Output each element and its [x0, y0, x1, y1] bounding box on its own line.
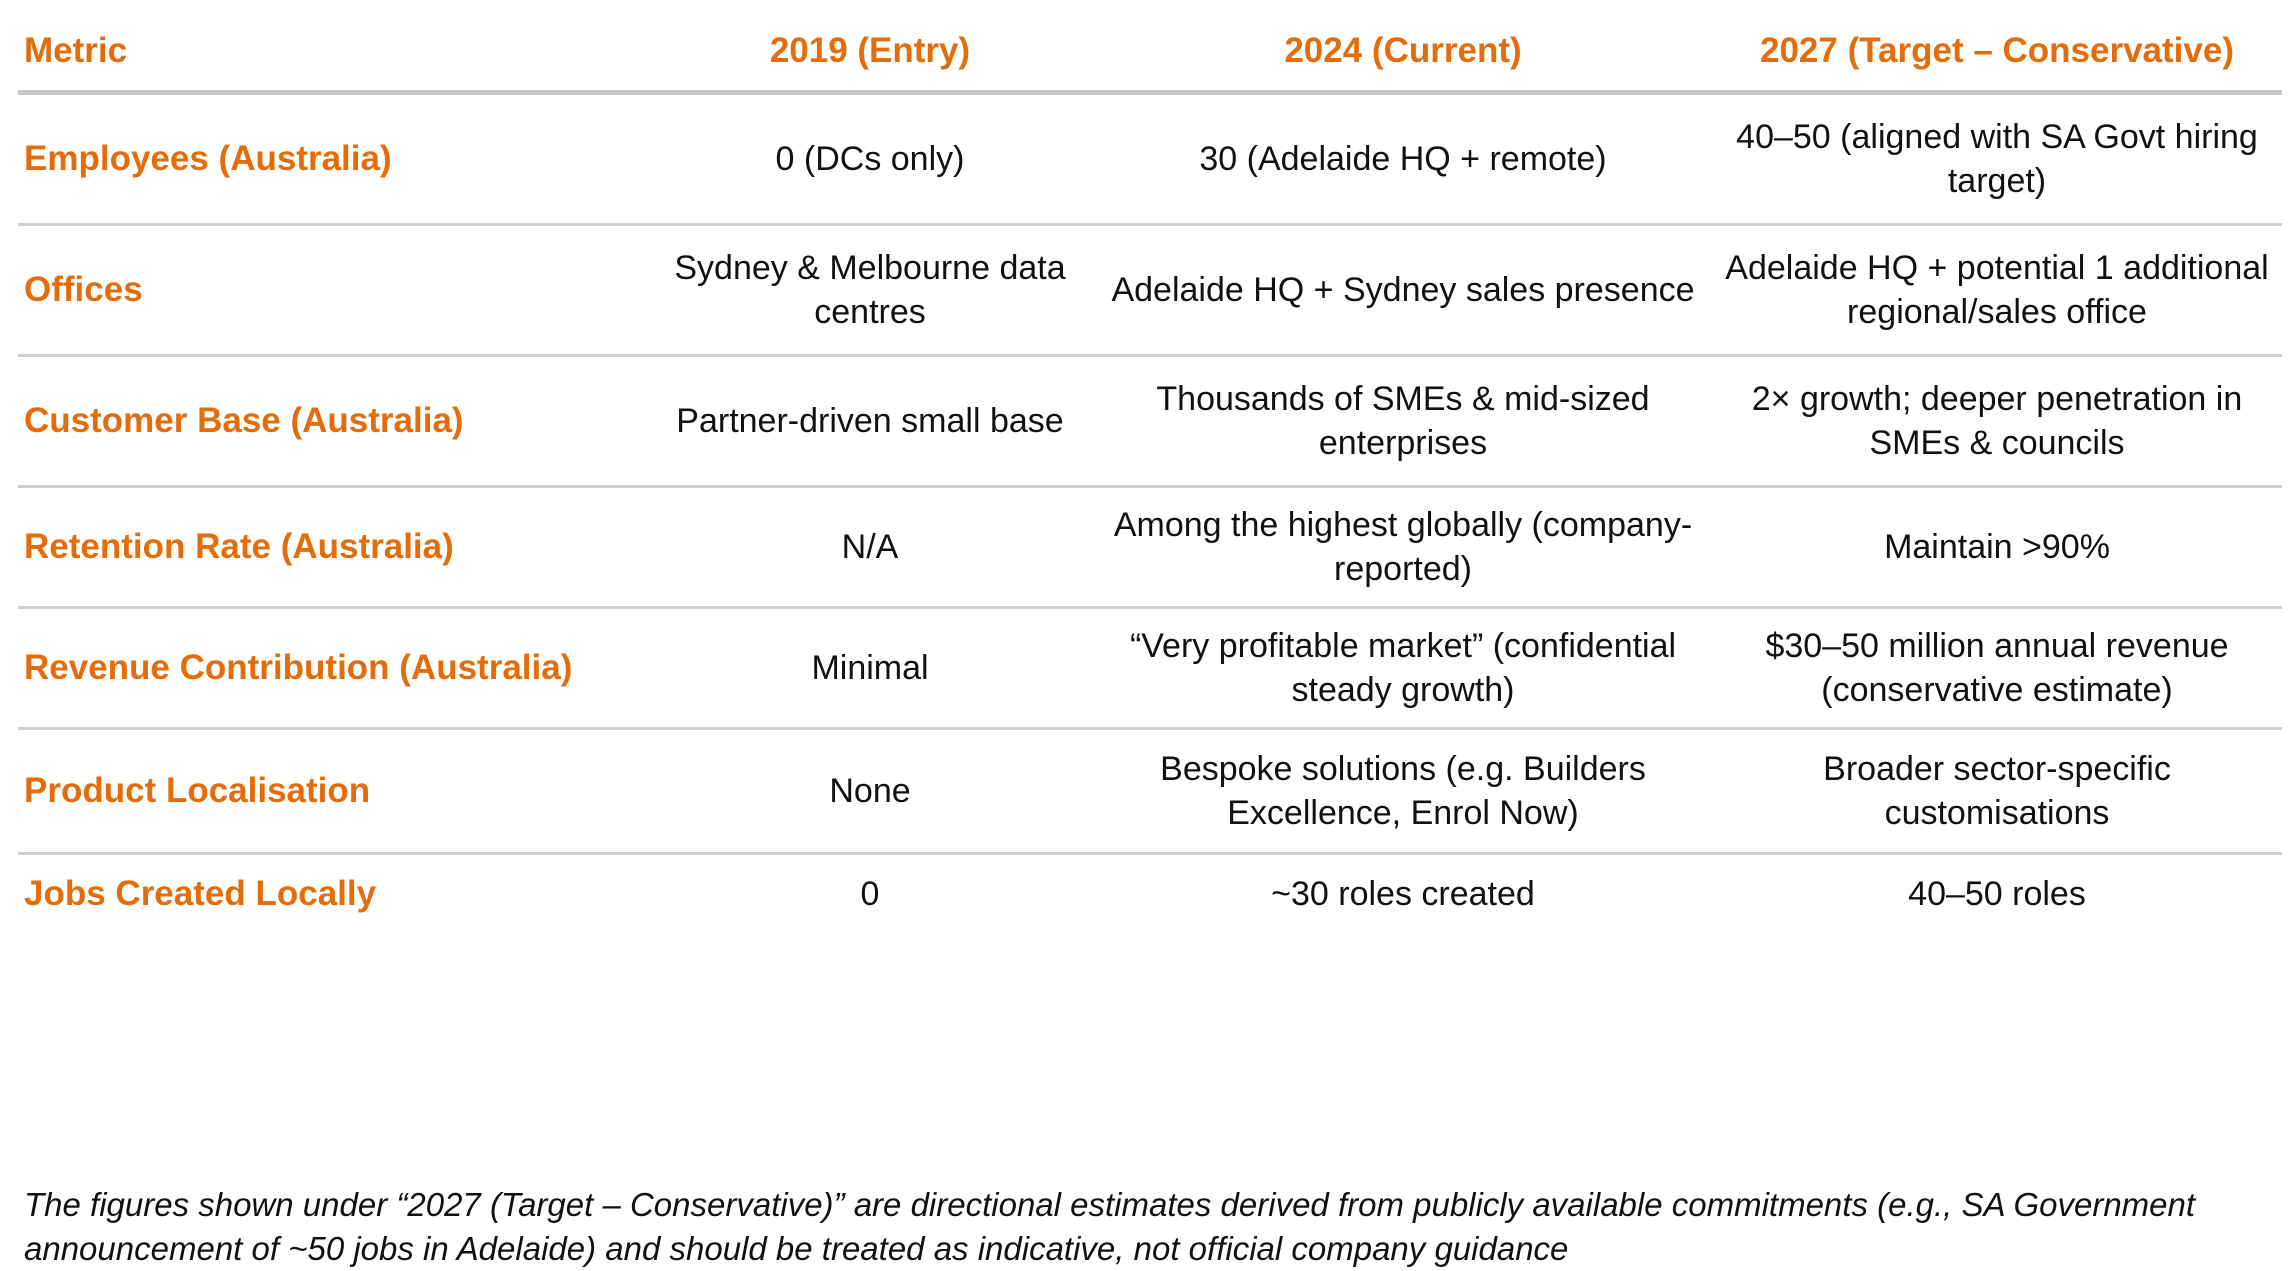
metric-cell: Employees (Australia): [18, 92, 646, 226]
value-2024-cell: “Very profitable market” (confidential s…: [1094, 607, 1712, 730]
table-row: Product Localisation None Bespoke soluti…: [18, 728, 2282, 855]
value-2024-cell: Adelaide HQ + Sydney sales presence: [1094, 224, 1712, 357]
table-row: Jobs Created Locally 0 ~30 roles created…: [18, 854, 2282, 934]
metric-cell: Product Localisation: [18, 728, 646, 855]
value-2019-cell: 0 (DCs only): [646, 92, 1094, 226]
value-2019-cell: Partner-driven small base: [646, 355, 1094, 488]
value-2024-cell: Thousands of SMEs & mid-sized enterprise…: [1094, 355, 1712, 488]
value-2027-cell: 40–50 roles: [1908, 875, 2086, 913]
comparison-table-container: Metric 2019 (Entry) 2024 (Current) 2027 …: [18, 18, 2282, 933]
table-row: Employees (Australia) 0 (DCs only) 30 (A…: [18, 92, 2282, 226]
table-row: Retention Rate (Australia) N/A Among the…: [18, 486, 2282, 609]
value-2027-cell: Broader sector-specific customisations: [1712, 728, 2282, 855]
table-header: Metric 2019 (Entry) 2024 (Current) 2027 …: [18, 18, 2282, 95]
value-2027-cell: 2× growth; deeper penetration in SMEs & …: [1712, 355, 2282, 488]
value-2024-cell: Bespoke solutions (e.g. Builders Excelle…: [1094, 728, 1712, 855]
header-2024: 2024 (Current): [1094, 18, 1712, 95]
value-2019-cell: Minimal: [646, 607, 1094, 730]
metric-cell: Offices: [18, 224, 646, 357]
header-2019: 2019 (Entry): [646, 18, 1094, 95]
table-body: Employees (Australia) 0 (DCs only) 30 (A…: [18, 92, 2282, 934]
footnote: The figures shown under “2027 (Target – …: [24, 1186, 2196, 1267]
value-2027-cell: Maintain >90%: [1712, 486, 2282, 609]
value-2019-cell: 0: [860, 875, 880, 913]
table-row: Customer Base (Australia) Partner-driven…: [18, 355, 2282, 488]
table-row: Revenue Contribution (Australia) Minimal…: [18, 607, 2282, 730]
value-2019-cell: N/A: [646, 486, 1094, 609]
header-2027: 2027 (Target – Conservative): [1712, 18, 2282, 95]
metric-cell: Customer Base (Australia): [18, 355, 646, 488]
value-2019-cell: None: [646, 728, 1094, 855]
value-2024-cell: ~30 roles created: [1271, 875, 1535, 913]
value-2024-cell: 30 (Adelaide HQ + remote): [1094, 92, 1712, 226]
metric-cell: Jobs Created Locally: [24, 874, 377, 913]
value-2027-cell: Adelaide HQ + potential 1 additional reg…: [1712, 224, 2282, 357]
metric-cell: Revenue Contribution (Australia): [18, 607, 646, 730]
comparison-table: Metric 2019 (Entry) 2024 (Current) 2027 …: [18, 18, 2282, 933]
value-2027-cell: 40–50 (aligned with SA Govt hiring targe…: [1712, 92, 2282, 226]
value-2027-cell: $30–50 million annual revenue (conservat…: [1712, 607, 2282, 730]
value-2019-cell: Sydney & Melbourne data centres: [646, 224, 1094, 357]
table-row: Offices Sydney & Melbourne data centres …: [18, 224, 2282, 357]
header-row: Metric 2019 (Entry) 2024 (Current) 2027 …: [18, 18, 2282, 95]
metric-cell: Retention Rate (Australia): [18, 486, 646, 609]
value-2024-cell: Among the highest globally (company-repo…: [1094, 486, 1712, 609]
header-metric: Metric: [18, 18, 646, 95]
